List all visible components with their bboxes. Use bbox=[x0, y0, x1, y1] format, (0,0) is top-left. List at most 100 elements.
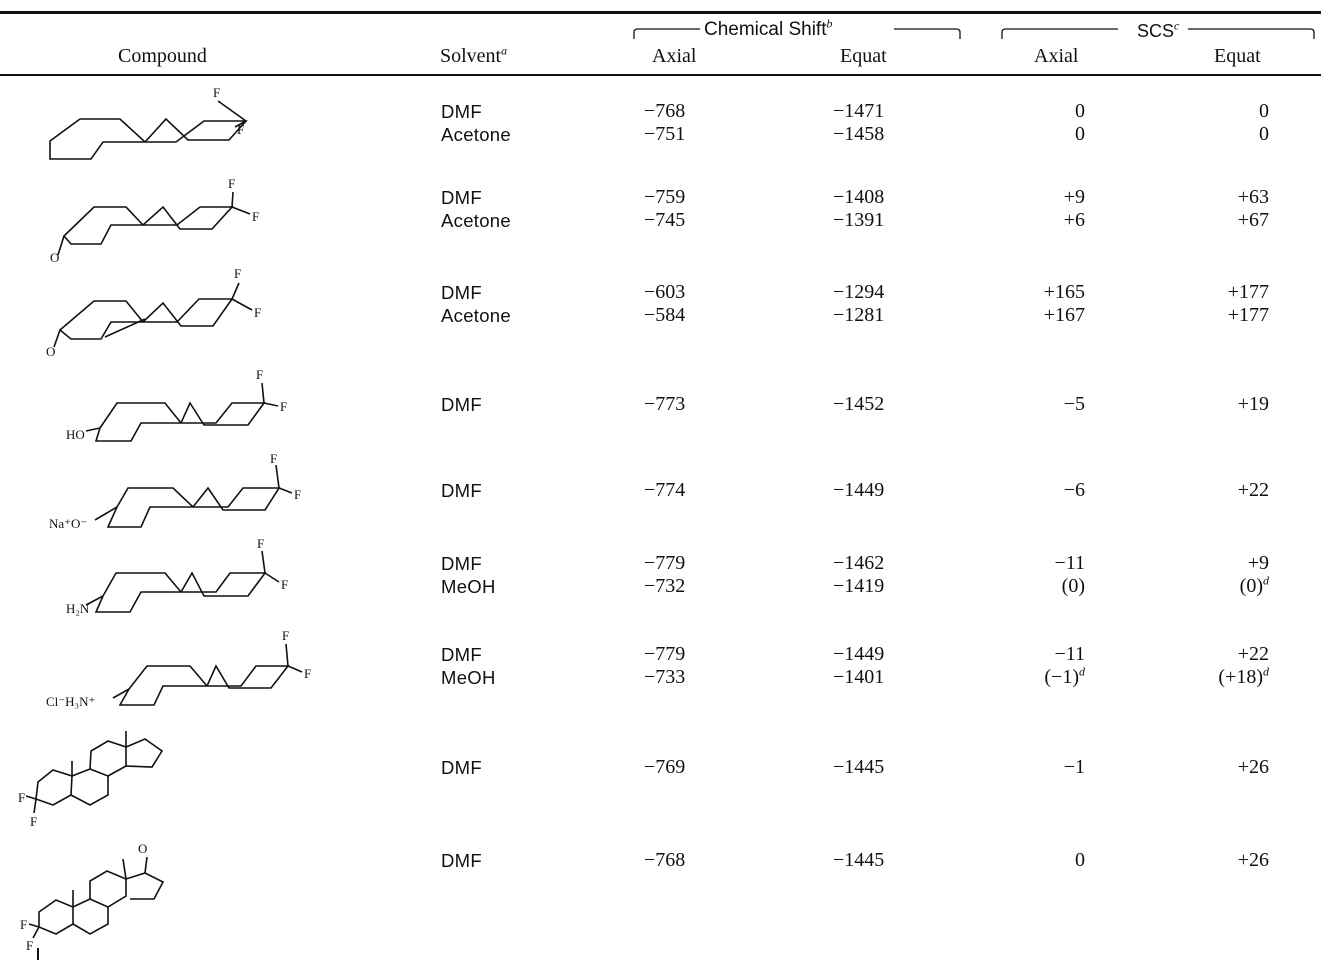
fluorine-label: F bbox=[294, 487, 301, 502]
row8-axial-shift: −769 bbox=[644, 756, 686, 778]
fluorine-label: F bbox=[237, 122, 244, 137]
scs-value-text: (−1) bbox=[1044, 666, 1079, 688]
cf-bond bbox=[261, 382, 265, 404]
fluorine-label: F bbox=[234, 266, 241, 281]
ammonium-label: Cl⁻H₃N⁺ bbox=[46, 694, 95, 709]
row6-equat-shift: −1462 −1419 bbox=[833, 552, 884, 598]
fluorine-label: F bbox=[304, 666, 311, 681]
fluorine-label: F bbox=[256, 367, 263, 382]
row9-scs-axial: 0 bbox=[1075, 849, 1085, 871]
fluorine-label: F bbox=[280, 399, 287, 414]
cf-bond bbox=[264, 572, 280, 583]
ring-d-bonds bbox=[125, 872, 165, 900]
scs-value: 0 bbox=[1259, 123, 1269, 145]
solvent-value: Acetone bbox=[441, 124, 511, 145]
row7-solvent: DMF MeOH bbox=[441, 643, 496, 689]
cf-bond bbox=[231, 282, 240, 300]
row1-equat-shift: −1471 −1458 bbox=[833, 100, 884, 146]
row2-scs-axial: +9 +6 bbox=[1064, 186, 1085, 232]
fluorine-label: F bbox=[228, 176, 235, 191]
ring-d-bonds bbox=[125, 738, 164, 768]
scs-value: +167 bbox=[1043, 304, 1085, 326]
oxygen-label: O bbox=[50, 250, 59, 265]
scs-value: (0) bbox=[1061, 575, 1085, 597]
shift-value: −1471 bbox=[833, 100, 885, 122]
scs-value: +9 bbox=[1247, 552, 1269, 574]
shift-value: −745 bbox=[644, 209, 686, 231]
row5-solvent: DMF bbox=[441, 480, 482, 501]
solvent-value: DMF bbox=[441, 553, 482, 574]
ring-c-bonds bbox=[89, 870, 127, 908]
oxygen-label: O bbox=[46, 344, 55, 359]
table-top-rule bbox=[0, 11, 1321, 14]
row6-axial-shift: −779 −732 bbox=[644, 552, 685, 598]
header-solvent-text: Solvent bbox=[440, 45, 502, 67]
cf-bond bbox=[217, 100, 247, 122]
row2-scs-equat: +63 +67 bbox=[1238, 186, 1269, 232]
cf-bond bbox=[234, 120, 247, 128]
fluorine-label: F bbox=[252, 209, 259, 224]
scs-brace bbox=[1001, 28, 1315, 39]
row9-scs-equat: +26 bbox=[1237, 849, 1269, 871]
scs-value: +6 bbox=[1063, 209, 1085, 231]
shift-value: −779 bbox=[644, 552, 686, 574]
header-scs-axial: Axial bbox=[1034, 45, 1079, 67]
row3-scs-equat: +177 +177 bbox=[1228, 281, 1269, 327]
structure-difluorodecalin: F F bbox=[49, 85, 248, 160]
shift-value: −1294 bbox=[833, 281, 885, 303]
shift-value: −1419 bbox=[833, 575, 885, 597]
fluorine-label: F bbox=[18, 790, 25, 805]
decalin-bonds bbox=[106, 486, 281, 528]
row5-equat-shift: −1449 bbox=[833, 479, 885, 501]
decalin-bonds bbox=[118, 664, 290, 706]
amine-label: H₂N bbox=[66, 601, 90, 616]
cf-bond bbox=[231, 298, 253, 311]
table-header-rule bbox=[0, 74, 1321, 76]
header-chemical-shift: Chemical Shiftb bbox=[704, 16, 833, 41]
angular-methyl-bond bbox=[122, 858, 127, 880]
cf-bond bbox=[28, 923, 40, 928]
header-shift-axial: Axial bbox=[652, 45, 697, 67]
solvent-value: DMF bbox=[441, 101, 482, 122]
shift-value: −1401 bbox=[833, 666, 885, 688]
ring-a-bonds bbox=[38, 899, 74, 935]
row7-scs-equat: +22 (+18)d bbox=[1218, 643, 1269, 689]
scs-value: −11 bbox=[1054, 643, 1085, 665]
row2-axial-shift: −759 −745 bbox=[644, 186, 685, 232]
shift-value: −768 bbox=[644, 100, 686, 122]
row5-axial-shift: −774 bbox=[644, 479, 686, 501]
ring-a-bonds bbox=[35, 769, 73, 806]
ring-c-bonds bbox=[89, 740, 127, 777]
cf-bond bbox=[275, 464, 280, 489]
structure-hydroxy-difluorodecalin: HO F F bbox=[66, 367, 287, 442]
row4-scs-axial: −5 bbox=[1063, 393, 1085, 415]
row3-equat-shift: −1294 −1281 bbox=[833, 281, 884, 327]
co-bond bbox=[53, 329, 61, 348]
enone-double-bond bbox=[104, 318, 146, 338]
enone-bonds bbox=[58, 298, 234, 340]
scs-value: 0 bbox=[1075, 100, 1085, 122]
row3-solvent: DMF Acetone bbox=[441, 281, 511, 327]
scs-value: +63 bbox=[1237, 186, 1269, 208]
ring-substituent-bond bbox=[112, 688, 130, 699]
co-bond bbox=[144, 856, 148, 874]
structure-difluoro-enone: F F O bbox=[46, 266, 261, 359]
row4-solvent: DMF bbox=[441, 394, 482, 415]
row4-equat-shift: −1452 bbox=[833, 393, 885, 415]
footnote-b: b bbox=[826, 16, 833, 31]
cf-bond bbox=[32, 926, 40, 939]
footnote-d: d bbox=[1079, 664, 1085, 679]
shift-value: −1458 bbox=[833, 123, 885, 145]
scs-value: +22 bbox=[1237, 643, 1269, 665]
cf-bond bbox=[25, 795, 37, 800]
solvent-value: DMF bbox=[441, 644, 482, 665]
row6-scs-axial: −11 (0) bbox=[1054, 552, 1085, 598]
cf-bond bbox=[285, 643, 289, 667]
row5-scs-axial: −6 bbox=[1063, 479, 1085, 501]
scs-value: +177 bbox=[1227, 304, 1269, 326]
shift-value: −751 bbox=[644, 123, 686, 145]
row2-solvent: DMF Acetone bbox=[441, 186, 511, 232]
scs-value: +177 bbox=[1227, 281, 1269, 303]
header-solvent: Solventa bbox=[440, 44, 507, 67]
scs-value: +9 bbox=[1063, 186, 1085, 208]
